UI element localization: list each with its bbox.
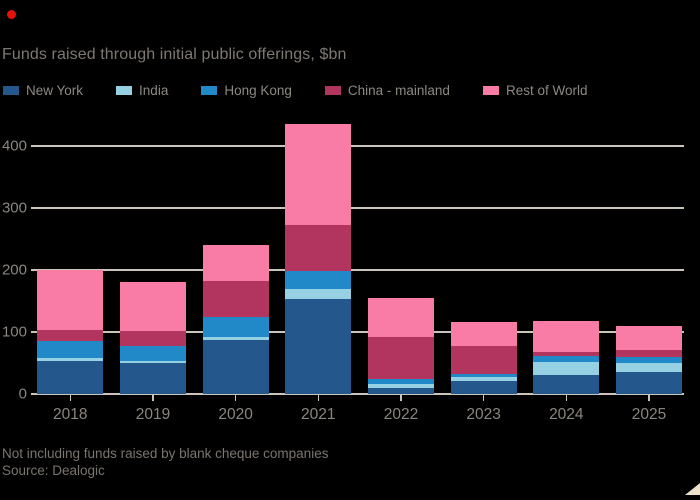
legend-item-china-mainland: China - mainland <box>324 83 450 98</box>
bar-segment-2019-india <box>119 360 186 363</box>
bar-2024 <box>533 321 600 394</box>
legend-swatch-icon <box>116 85 133 96</box>
bar-segment-2025-rest-of-world <box>615 325 682 350</box>
x-axis-tick-2019 <box>152 394 154 401</box>
x-axis-tick-2018 <box>69 394 72 401</box>
bar-segment-2022-hong-kong <box>367 379 434 385</box>
y-axis-label-400: 400 <box>1 137 27 155</box>
y-axis-label-100: 100 <box>1 323 27 341</box>
bar-2019 <box>119 282 186 394</box>
x-axis-label-2019: 2019 <box>135 406 171 423</box>
bar-segment-2022-india <box>367 384 434 389</box>
legend-item-hong-kong: Hong Kong <box>201 83 292 98</box>
bar-segment-2024-new-york <box>533 374 600 394</box>
bar-segment-2024-rest-of-world <box>533 321 600 352</box>
bar-segment-2023-new-york <box>450 380 517 394</box>
x-axis-tick-2020 <box>234 394 237 401</box>
chart-legend: New York India Hong Kong China - mainland Re… <box>3 83 587 98</box>
y-axis-label-300: 300 <box>1 199 27 217</box>
bar-segment-2024-hong-kong <box>533 356 600 362</box>
bar-segment-2024-china-mainland <box>533 351 600 357</box>
x-axis-tick-2021 <box>317 394 320 401</box>
chart-title: Funds raised through initial public offe… <box>2 46 347 63</box>
legend-swatch-icon <box>482 85 499 96</box>
bar-segment-2022-new-york <box>367 388 434 394</box>
red-dot-icon <box>7 10 16 19</box>
bar-segment-2020-new-york <box>202 340 269 394</box>
bar-segment-2018-rest-of-world <box>37 269 104 331</box>
bar-segment-2021-india <box>285 289 352 300</box>
legend-swatch-icon <box>324 85 341 96</box>
bar-segment-2019-new-york <box>119 362 186 394</box>
bar-segment-2019-hong-kong <box>119 345 186 361</box>
x-axis-tick-2025 <box>648 394 650 401</box>
bar-segment-2020-india <box>202 336 269 341</box>
bar-segment-2025-india <box>615 363 682 372</box>
bar-segment-2018-india <box>37 358 104 362</box>
legend-swatch-icon <box>3 85 19 96</box>
bar-segment-2020-rest-of-world <box>202 245 269 282</box>
bar-segment-2021-hong-kong <box>285 271 352 290</box>
x-axis-label-2020: 2020 <box>218 406 253 423</box>
bar-2025 <box>615 325 682 394</box>
gridline-100 <box>31 331 684 333</box>
bar-segment-2021-new-york <box>285 299 352 394</box>
x-axis-tick-2023 <box>482 394 485 401</box>
legend-item-india: India <box>116 83 168 98</box>
bar-segment-2025-hong-kong <box>615 356 682 363</box>
legend-label: China - mainland <box>347 83 450 98</box>
bar-segment-2019-rest-of-world <box>119 282 186 331</box>
bar-segment-2019-china-mainland <box>119 330 186 346</box>
legend-label: India <box>139 83 169 98</box>
x-axis-tick-2022 <box>400 394 402 401</box>
bar-segment-2021-china-mainland <box>285 224 352 272</box>
gridline-200 <box>31 269 684 271</box>
y-axis-label-200: 200 <box>1 261 27 279</box>
bar-segment-2022-china-mainland <box>367 336 434 380</box>
bar-segment-2023-rest-of-world <box>450 322 517 347</box>
x-axis-label-2021: 2021 <box>301 406 336 423</box>
bar-segment-2023-india <box>450 377 517 381</box>
x-axis-tick-2024 <box>565 394 568 401</box>
legend-label: Hong Kong <box>224 83 292 98</box>
bar-segment-2024-india <box>533 361 600 375</box>
bar-segment-2020-hong-kong <box>202 317 269 337</box>
x-axis-label-2022: 2022 <box>383 406 419 423</box>
bar-segment-2025-new-york <box>615 371 682 394</box>
y-axis-label-0: 0 <box>18 385 27 403</box>
legend-item-rest-of-world: Rest of World <box>482 83 588 98</box>
gridline-400 <box>31 145 684 147</box>
bar-2021 <box>285 124 352 394</box>
chart-footnote: Not including funds raised by blank cheq… <box>2 446 329 461</box>
x-axis-label-2025: 2025 <box>631 406 667 423</box>
bar-segment-2023-china-mainland <box>450 346 517 374</box>
bar-segment-2018-china-mainland <box>37 330 104 341</box>
legend-item-new-york: New York <box>3 83 83 98</box>
bar-segment-2021-rest-of-world <box>285 124 352 225</box>
bar-segment-2018-hong-kong <box>37 340 104 359</box>
bar-2022 <box>367 297 434 394</box>
bar-segment-2023-hong-kong <box>450 373 517 378</box>
gridline-0 <box>31 393 684 395</box>
bar-segment-2020-china-mainland <box>202 281 269 318</box>
bar-2018 <box>37 269 104 394</box>
legend-label: New York <box>26 83 84 98</box>
bar-segment-2022-rest-of-world <box>367 297 434 337</box>
bar-2020 <box>202 245 269 394</box>
bar-segment-2025-china-mainland <box>615 349 682 357</box>
x-axis-label-2018: 2018 <box>53 406 88 423</box>
bar-2023 <box>450 322 517 394</box>
gridline-300 <box>31 207 684 209</box>
x-axis-label-2023: 2023 <box>466 406 501 423</box>
chart-source: Source: Dealogic <box>2 463 105 478</box>
bar-segment-2018-new-york <box>37 361 104 394</box>
legend-label: Rest of World <box>505 83 588 98</box>
x-axis-label-2024: 2024 <box>549 406 584 423</box>
legend-swatch-icon <box>201 85 218 96</box>
